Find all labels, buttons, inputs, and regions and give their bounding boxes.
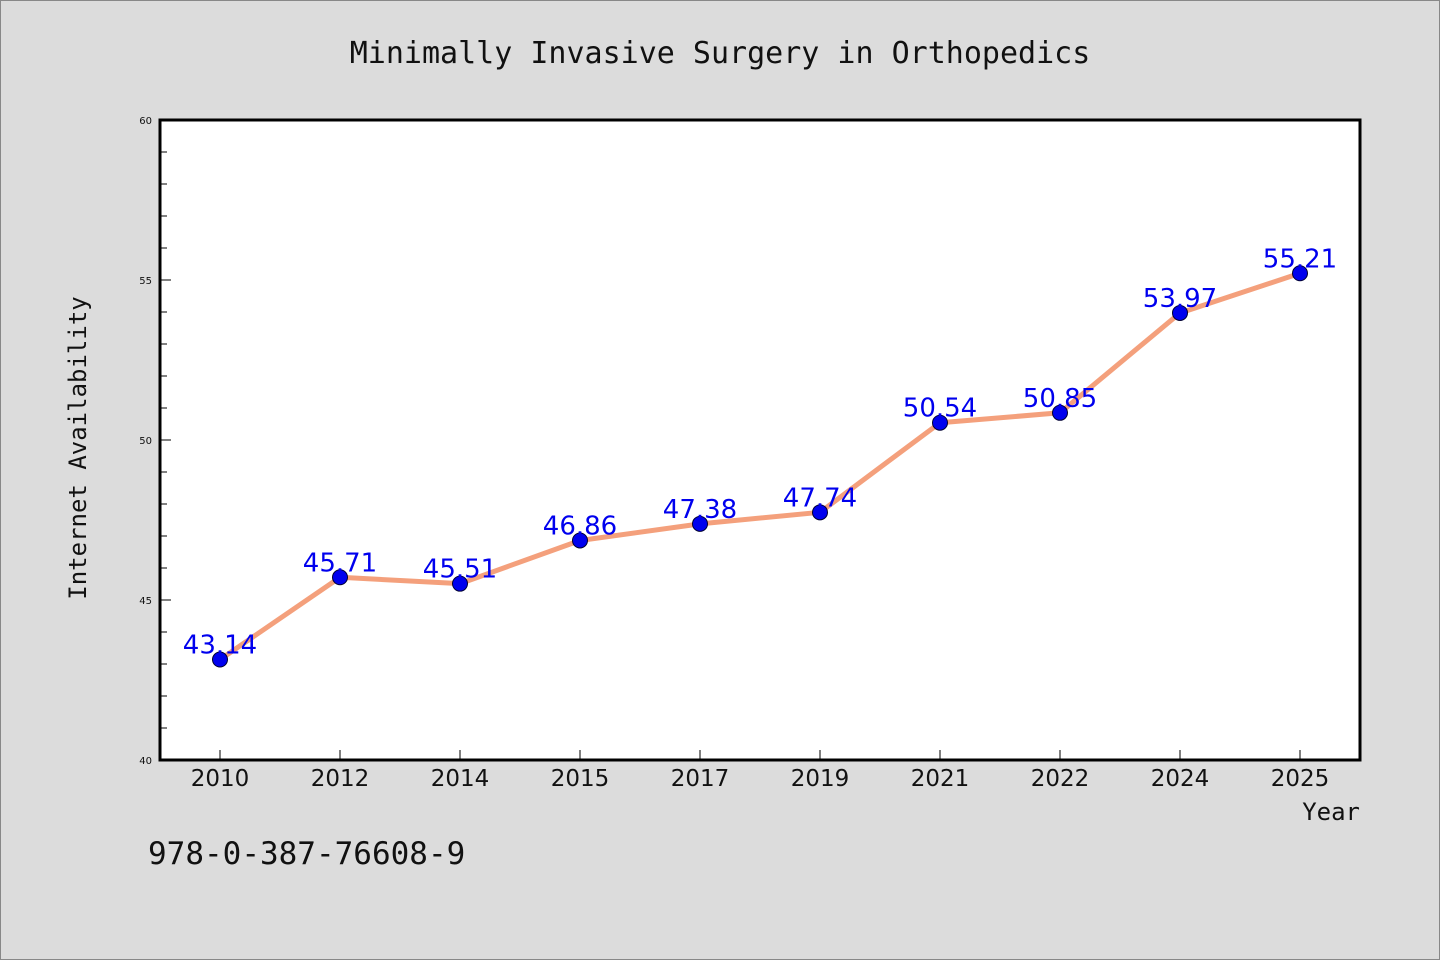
data-label: 55.21 [1263,244,1337,274]
data-label: 50.85 [1023,384,1097,414]
x-tick-label: 2012 [311,766,370,792]
y-axis-label: Internet Availability [64,296,92,599]
chart-title: Minimally Invasive Surgery in Orthopedic… [350,36,1091,71]
data-label: 46.86 [543,511,617,541]
y-tick-label: 40 [139,756,152,767]
data-point [1052,404,1068,421]
data-point [212,651,228,668]
series-line [217,270,1303,663]
x-tick-label: 2024 [1151,766,1210,792]
x-tick-label: 2022 [1031,766,1090,792]
data-label: 45.51 [423,555,497,585]
plot-area [158,118,1362,762]
y-axis-ticks: 40 45 50 55 60 [139,116,171,767]
data-point [692,515,708,532]
data-point [452,575,468,592]
data-point [572,532,588,549]
x-tick-label: 2010 [191,766,250,792]
x-tick-label: 2017 [671,766,730,792]
data-point [332,569,348,586]
data-label: 47.74 [783,483,857,513]
y-tick-label: 60 [139,116,152,127]
data-point [932,414,948,431]
data-label: 45.71 [303,548,377,578]
data-label: 53.97 [1143,284,1217,314]
data-label: 43.14 [183,631,257,661]
y-tick-label: 45 [139,596,152,607]
y-tick-label: 55 [139,276,152,287]
x-axis-ticks: 2010 2012 2014 2015 2017 2019 2021 2022 2024 2025 [191,750,1330,792]
x-tick-label: 2019 [791,766,850,792]
data-label: 47.38 [663,495,737,525]
series-layer: 43.14 45.71 45.51 46.86 47.38 47.74 50.54 50.85… [183,244,1337,668]
footer-code: 978-0-387-76608-9 [148,836,465,872]
data-point [1292,265,1308,282]
data-point [812,504,828,521]
data-label: 50.54 [903,394,977,424]
x-tick-label: 2025 [1271,766,1330,792]
x-tick-label: 2021 [911,766,970,792]
x-tick-label: 2015 [551,766,610,792]
y-tick-label: 50 [139,436,152,447]
x-axis-label: Year [1302,798,1360,826]
data-point [1172,304,1188,321]
x-tick-label: 2014 [431,766,490,792]
